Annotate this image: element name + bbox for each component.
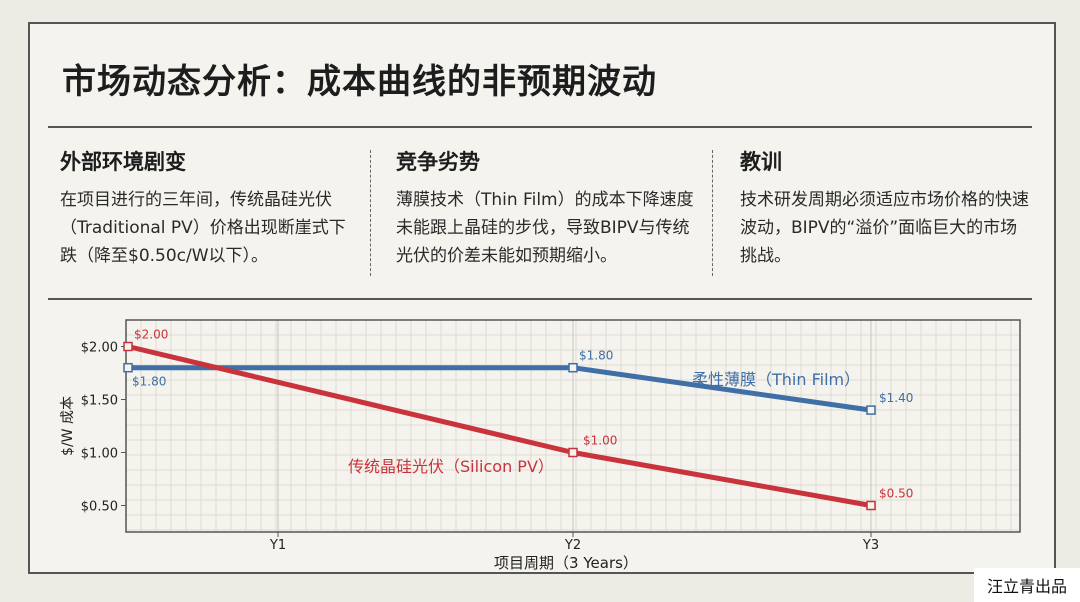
series-name-label: 传统晶硅光伏（Silicon PV） [348, 457, 554, 476]
y-axis-label: $/W 成本 [60, 396, 76, 456]
column-body: 在项目进行的三年间，传统晶硅光伏（Traditional PV）价格出现断崖式下… [60, 190, 346, 266]
data-label: $1.80 [132, 375, 166, 389]
data-label: $0.50 [879, 487, 913, 501]
y-tick-label: $1.00 [81, 447, 118, 462]
x-axis-label: 项目周期（3 Years） [494, 554, 638, 572]
x-tick-label: Y1 [269, 538, 286, 553]
series-name-label: 柔性薄膜（Thin Film） [692, 370, 860, 389]
chart-axes: $0.50 $1.00 $1.50 $2.00 Y1 Y2 Y3 [81, 341, 879, 554]
data-label: $1.80 [579, 349, 613, 363]
data-label: $1.00 [583, 434, 617, 448]
chart-series: $1.80 $1.80 $1.40 $2.00 $1.00 $0.50 柔性薄膜（Thin … [123, 328, 913, 511]
column-competition: 竞争劣势 薄膜技术（Thin Film）的成本下降速度未能跟上晶硅的步伐，导致B… [396, 146, 696, 270]
data-point [866, 405, 876, 415]
y-tick-label: $0.50 [81, 500, 118, 515]
data-point [123, 362, 133, 373]
column-body: 技术研发周期必须适应市场价格的快速波动，BIPV的“溢价”面临巨大的市场挑战。 [740, 190, 1029, 266]
column-heading: 教训 [740, 150, 782, 174]
data-point [123, 341, 133, 352]
column-divider [370, 150, 371, 276]
column-heading: 外部环境剧变 [60, 150, 186, 174]
column-body: 薄膜技术（Thin Film）的成本下降速度未能跟上晶硅的步伐，导致BIPV与传… [396, 190, 694, 266]
page-title: 市场动态分析：成本曲线的非预期波动 [62, 62, 657, 102]
data-point [568, 362, 578, 373]
y-tick-label: $1.50 [81, 394, 118, 409]
y-tick-label: $2.00 [81, 341, 118, 356]
title-divider [48, 126, 1032, 128]
data-point [866, 500, 876, 511]
section-divider [48, 298, 1032, 300]
data-point [568, 447, 578, 458]
chart-grid [125, 319, 1020, 532]
data-label: $1.40 [879, 391, 913, 405]
x-tick-label: Y3 [862, 538, 879, 553]
column-heading: 竞争劣势 [396, 150, 480, 174]
column-external: 外部环境剧变 在项目进行的三年间，传统晶硅光伏（Traditional PV）价… [60, 146, 360, 270]
data-label: $2.00 [134, 328, 168, 342]
column-lesson: 教训 技术研发周期必须适应市场价格的快速波动，BIPV的“溢价”面临巨大的市场挑… [740, 146, 1030, 270]
column-divider [712, 150, 713, 276]
credit-tag: 汪立青出品 [974, 568, 1080, 602]
x-tick-label: Y2 [564, 538, 581, 553]
